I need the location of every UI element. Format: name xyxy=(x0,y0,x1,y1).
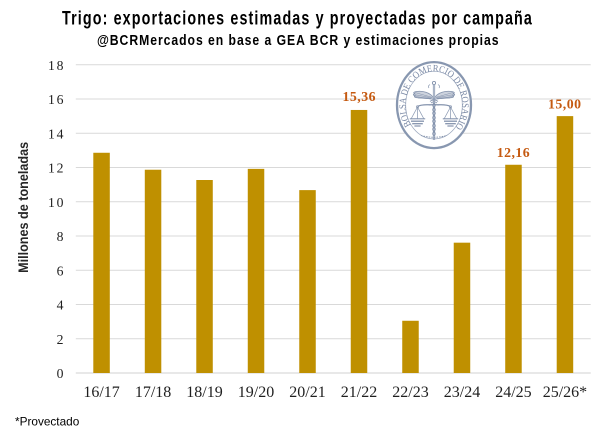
svg-text:12,16: 12,16 xyxy=(497,145,530,160)
svg-text:19/20: 19/20 xyxy=(238,384,274,401)
svg-text:16: 16 xyxy=(48,92,64,107)
svg-text:6: 6 xyxy=(57,263,64,278)
svg-text:0: 0 xyxy=(57,366,64,381)
svg-text:@BCRMercados en base a GEA BCR: @BCRMercados en base a GEA BCR y estimac… xyxy=(97,32,500,49)
svg-text:12: 12 xyxy=(48,161,64,176)
svg-text:24/25: 24/25 xyxy=(495,384,531,401)
svg-text:15,00: 15,00 xyxy=(548,96,581,111)
svg-text:17/18: 17/18 xyxy=(135,384,171,401)
svg-text:4: 4 xyxy=(57,298,64,313)
svg-text:18: 18 xyxy=(48,58,64,73)
svg-text:23/24: 23/24 xyxy=(444,384,480,401)
svg-text:21/22: 21/22 xyxy=(341,384,377,401)
svg-text:25/26*: 25/26* xyxy=(543,384,587,401)
svg-text:20/21: 20/21 xyxy=(289,384,325,401)
svg-text:8: 8 xyxy=(57,229,64,244)
svg-text:*Provectado: *Provectado xyxy=(15,415,80,429)
svg-text:16/17: 16/17 xyxy=(83,384,119,401)
svg-text:22/23: 22/23 xyxy=(392,384,428,401)
svg-text:2: 2 xyxy=(57,332,64,347)
svg-text:15,36: 15,36 xyxy=(343,89,376,104)
svg-text:18/19: 18/19 xyxy=(186,384,222,401)
svg-text:Trigo: exportaciones estimadas: Trigo: exportaciones estimadas y proyect… xyxy=(62,9,533,30)
svg-text:14: 14 xyxy=(48,126,64,141)
svg-text:Millones de toneladas: Millones de toneladas xyxy=(15,142,31,273)
svg-text:10: 10 xyxy=(48,195,64,210)
